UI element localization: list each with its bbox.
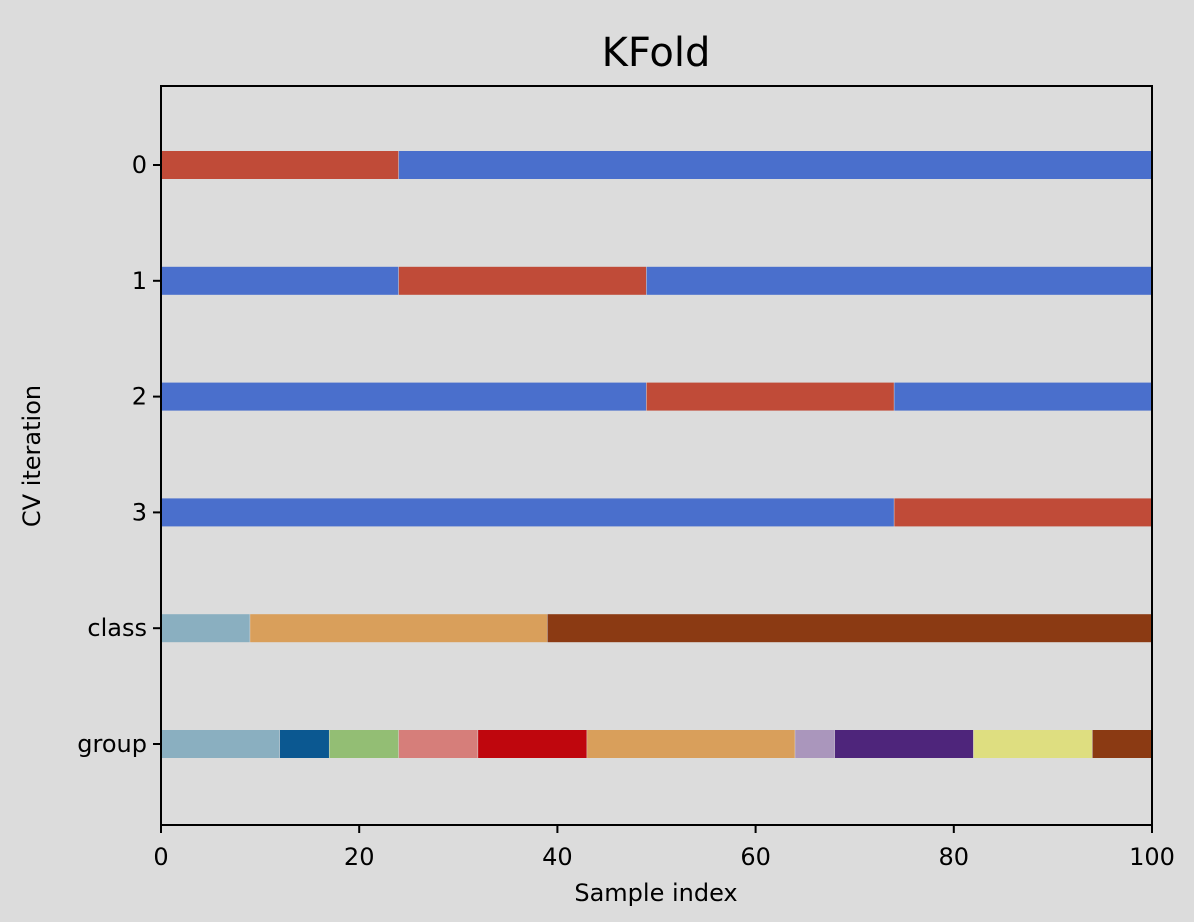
x-axis-label: Sample index: [574, 879, 737, 907]
x-tick-label-60: 60: [740, 843, 771, 871]
bar-segment-row-group-1: [279, 730, 329, 758]
bar-segment-row-3-1: [894, 498, 1152, 527]
y-tick-label-2: 2: [132, 383, 147, 411]
bar-segment-row-2-0: [161, 382, 647, 411]
bar-segment-row-group-9: [1092, 730, 1152, 758]
bar-segment-row-class-0: [161, 614, 250, 643]
bar-segment-row-group-8: [973, 730, 1093, 758]
x-tick-label-40: 40: [542, 843, 573, 871]
bars-layer: [161, 151, 1152, 758]
y-tick-label-group: group: [77, 730, 147, 758]
y-axis-label: CV iteration: [18, 385, 46, 527]
bar-segment-row-1-0: [161, 266, 399, 295]
bar-segment-row-3-0: [161, 498, 894, 527]
chart-title: KFold: [602, 30, 711, 76]
x-tick-label-0: 0: [153, 843, 168, 871]
bar-segment-row-group-3: [398, 730, 478, 758]
bar-segment-row-group-0: [161, 730, 280, 758]
ticks-layer: 0 1 2 3 class group 0 20 40 60 80 100: [77, 151, 1175, 871]
bar-segment-row-2-2: [894, 382, 1152, 411]
y-tick-label-0: 0: [132, 151, 147, 179]
bar-segment-row-1-1: [398, 266, 647, 295]
y-tick-label-3: 3: [132, 498, 147, 526]
bar-segment-row-group-2: [329, 730, 399, 758]
y-tick-label-class: class: [87, 614, 147, 642]
x-tick-label-80: 80: [939, 843, 970, 871]
bar-segment-row-group-6: [795, 730, 835, 758]
plot-frame: [160, 85, 1153, 826]
bar-segment-row-group-7: [834, 730, 974, 758]
bar-segment-row-class-1: [250, 614, 547, 643]
x-tick-label-20: 20: [344, 843, 375, 871]
bar-segment-row-0-0: [161, 151, 399, 179]
bar-segment-row-group-5: [587, 730, 795, 758]
bar-segment-row-group-4: [478, 730, 587, 758]
bar-segment-row-2-1: [646, 382, 894, 411]
y-tick-label-1: 1: [132, 267, 147, 295]
bar-segment-row-0-1: [398, 151, 1152, 179]
bar-segment-row-1-2: [646, 266, 1152, 295]
x-tick-label-100: 100: [1129, 843, 1175, 871]
bar-segment-row-class-2: [547, 614, 1152, 643]
